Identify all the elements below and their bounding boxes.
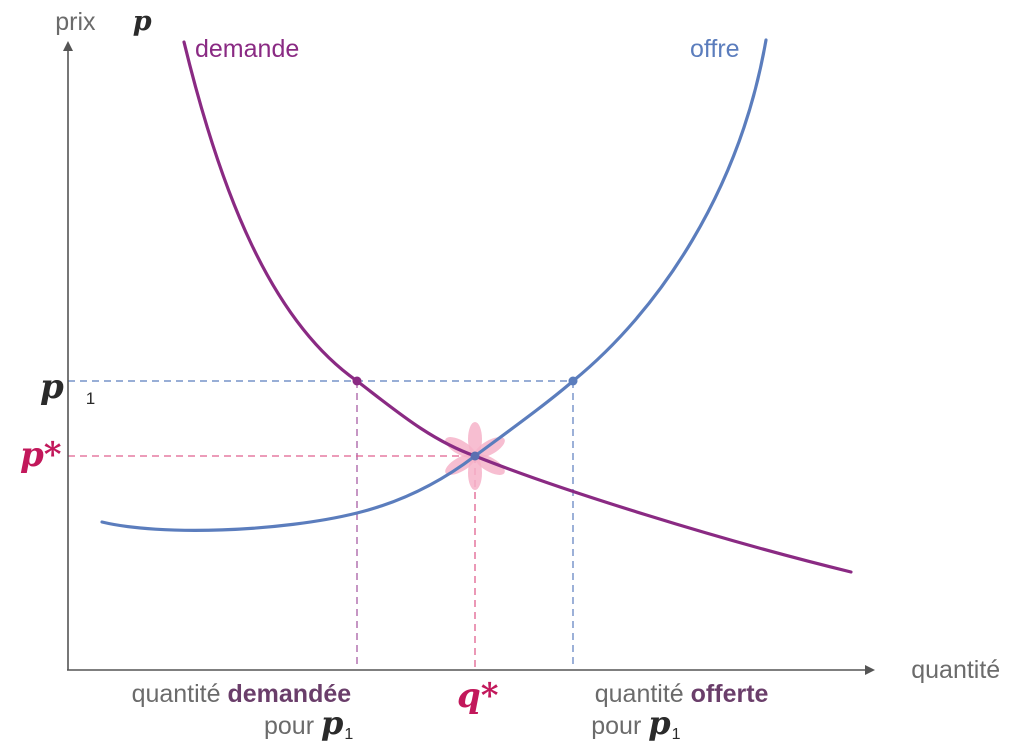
- q-star-label: q*: [457, 676, 499, 716]
- y-axis-label-symbol: p: [133, 6, 152, 37]
- y-axis-label-word: prix: [55, 8, 96, 36]
- quantity-demanded-label-line1: quantité demandée: [97, 680, 372, 708]
- p1-label: p 1: [20, 367, 107, 408]
- quantity-offered-label-line2: pour p1: [560, 704, 699, 745]
- y-axis-label: prix p: [24, 6, 170, 37]
- quantity-demanded-label-line2: pour p1: [233, 704, 372, 745]
- supply-label: offre: [690, 35, 740, 63]
- p1-subscript: 1: [86, 389, 95, 408]
- demand-label: demande: [195, 35, 299, 63]
- p-star-label: p*: [20, 435, 62, 475]
- supply-curve: [100, 38, 768, 532]
- supply-point-at-p1: [568, 376, 578, 386]
- demand-curve: [182, 40, 853, 574]
- quantity-offered-label-line1: quantité offerte: [560, 680, 789, 708]
- demand-point-at-p1: [352, 376, 362, 386]
- equilibrium-point: [470, 451, 480, 461]
- x-axis-label: quantité q: [880, 654, 1029, 685]
- p1-symbol: p: [40, 367, 64, 407]
- x-axis-label-word: quantité: [911, 656, 1000, 684]
